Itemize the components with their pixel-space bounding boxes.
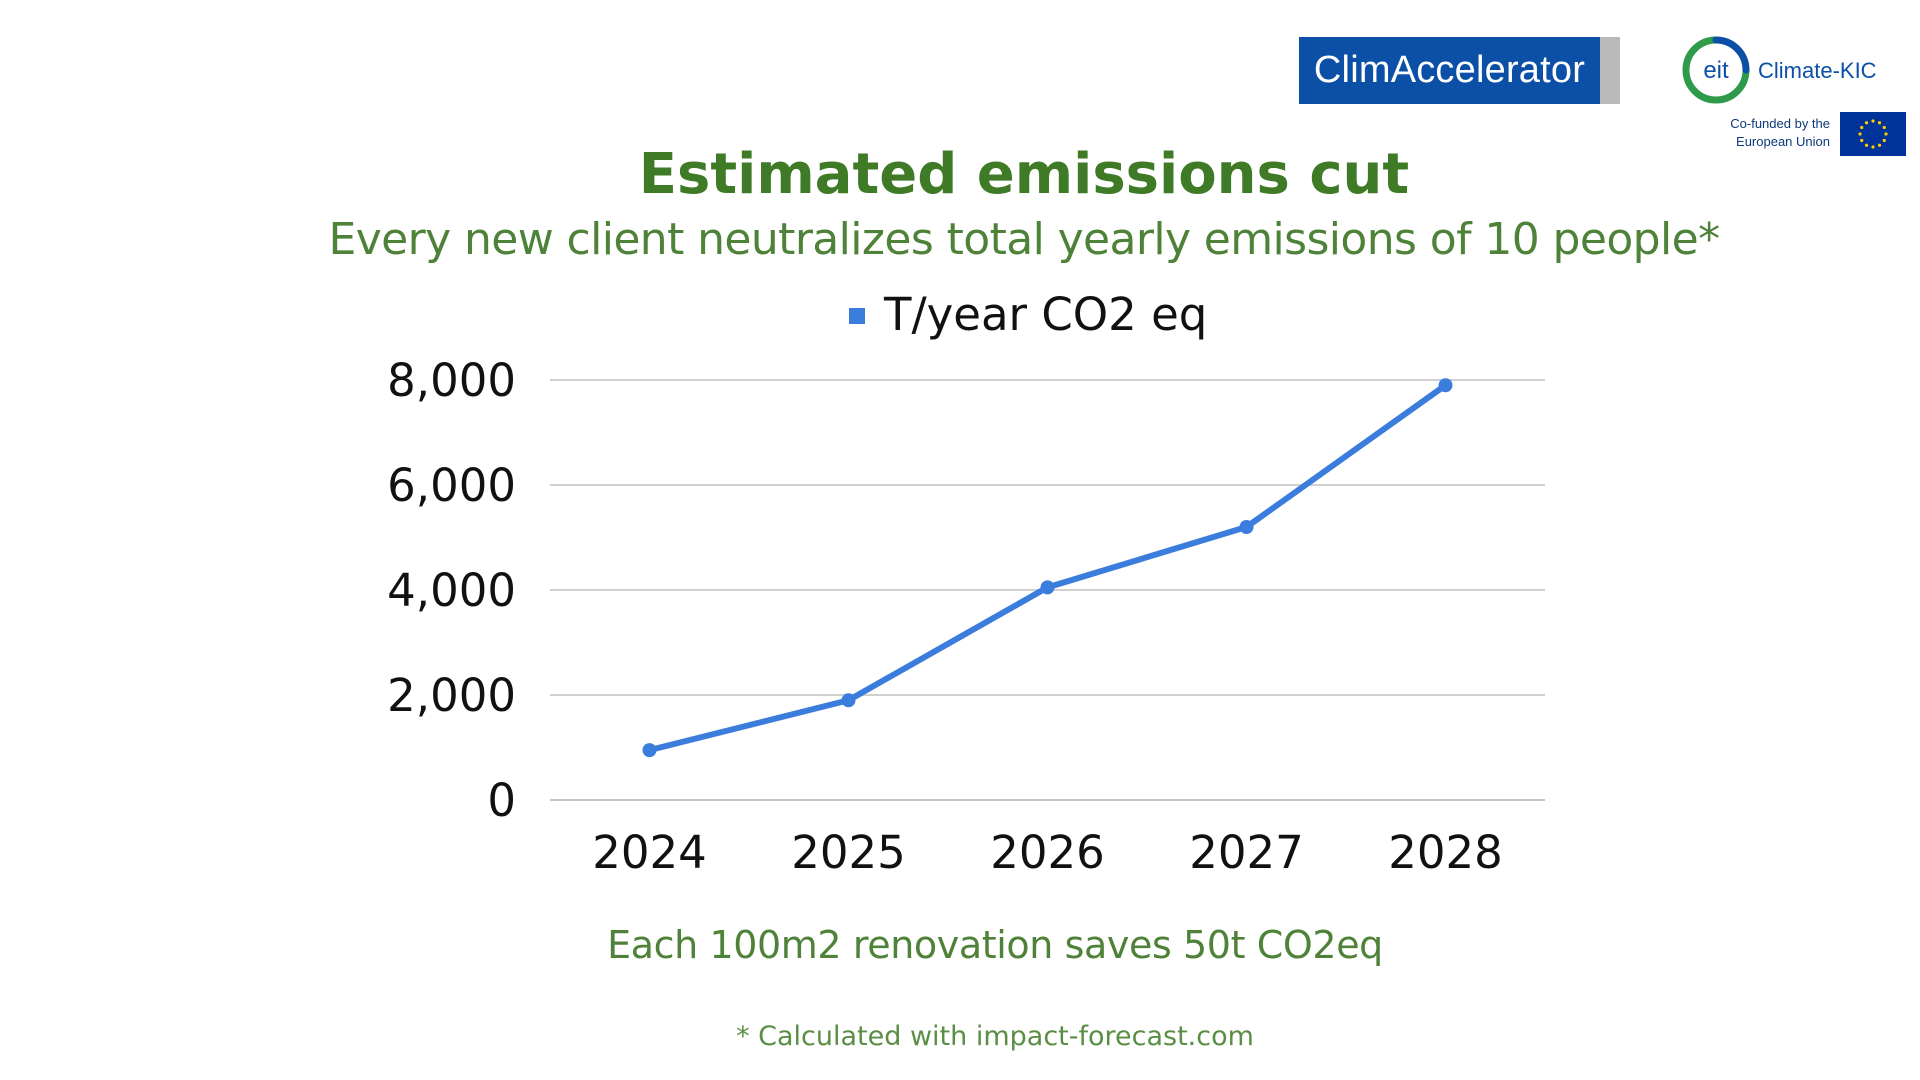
legend-label: T/year CO2 eq: [883, 288, 1207, 341]
data-point: [841, 693, 856, 708]
y-axis: 0 2,000 4,000 6,000 8,000: [387, 354, 516, 827]
y-tick-label: 8,000: [387, 354, 516, 407]
x-tick-label: 2025: [791, 826, 906, 879]
eit-climate-kic-logo: eit Climate-KIC Co-funded by the Europea…: [1680, 34, 1906, 160]
eu-star-icon: [1864, 121, 1869, 125]
chart-legend: T/year CO2 eq: [849, 288, 1207, 341]
renovation-note: Each 100m2 renovation saves 50t CO2eq: [607, 923, 1383, 967]
climaccelerator-logo-edge: [1600, 37, 1620, 104]
y-tick-label: 4,000: [387, 564, 516, 617]
x-tick-label: 2026: [990, 826, 1105, 879]
x-tick-label: 2027: [1189, 826, 1304, 879]
eu-star-icon: [1884, 132, 1888, 136]
y-tick-label: 6,000: [387, 459, 516, 512]
data-point: [1239, 520, 1254, 534]
source-footnote: * Calculated with impact-forecast.com: [736, 1021, 1254, 1052]
data-point: [1438, 378, 1453, 393]
eu-star-icon: [1860, 125, 1864, 130]
data-point: [642, 743, 657, 758]
eu-star-icon: [1864, 143, 1869, 147]
eu-star-icon: [1860, 138, 1864, 143]
eu-cofunded-line-1: Co-funded by the: [1730, 116, 1830, 131]
eu-star-icon: [1882, 125, 1886, 130]
eu-cofunded-line-2: European Union: [1736, 134, 1830, 149]
x-axis: 2024 2025 2026 2027 2028: [592, 826, 1503, 879]
x-tick-label: 2028: [1388, 826, 1503, 879]
eu-star-icon: [1877, 143, 1882, 147]
chart-title: Estimated emissions cut: [638, 142, 1410, 207]
eit-logo-name: Climate-KIC: [1758, 58, 1877, 83]
eit-logo-text: eit: [1703, 57, 1729, 84]
eu-star-icon: [1871, 145, 1875, 149]
eu-star-icon: [1871, 119, 1875, 123]
eu-star-icon: [1877, 121, 1882, 125]
climaccelerator-logo-text: ClimAccelerator: [1299, 37, 1600, 104]
chart-series: [642, 378, 1453, 758]
y-tick-label: 2,000: [387, 669, 516, 722]
y-tick-label: 0: [487, 774, 516, 827]
x-tick-label: 2024: [592, 826, 707, 879]
data-point: [1040, 580, 1055, 595]
legend-swatch-icon: [849, 308, 865, 324]
eu-flag-icon: [1840, 112, 1906, 156]
eit-logo-icon: eit: [1682, 36, 1750, 104]
climaccelerator-logo: ClimAccelerator: [1299, 37, 1620, 104]
chart-subtitle: Every new client neutralizes total yearl…: [328, 214, 1721, 265]
eu-cofunded-text: Co-funded by the European Union: [1730, 115, 1830, 151]
eu-star-icon: [1858, 132, 1862, 136]
eu-star-icon: [1882, 138, 1886, 143]
